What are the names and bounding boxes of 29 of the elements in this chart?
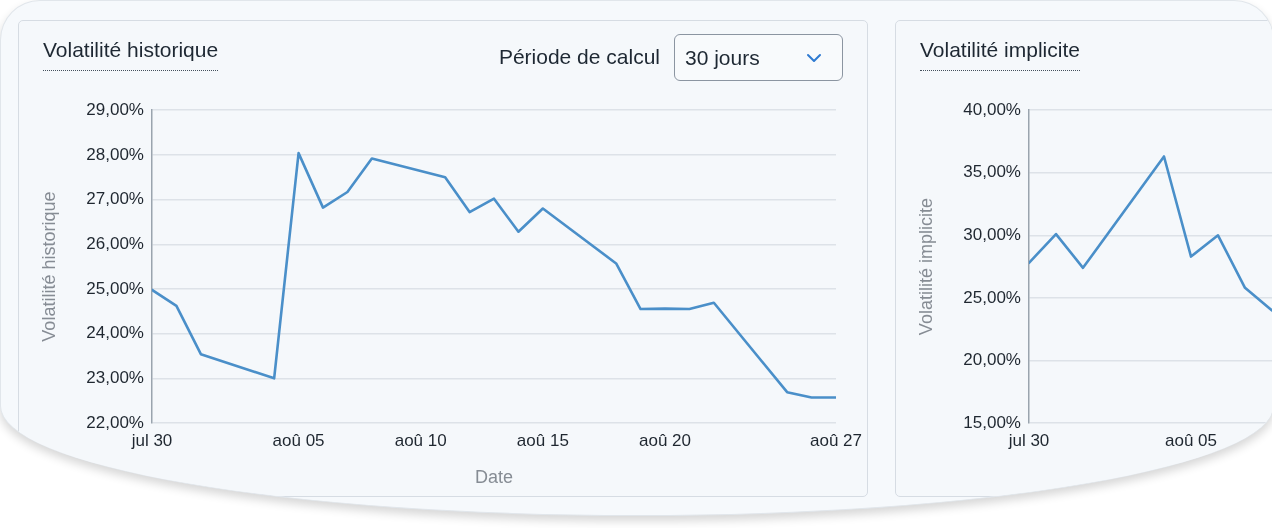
y-tick-label: 23,00% [86,368,144,387]
x-tick-label: aoû 20 [639,430,691,450]
x-tick-label: jul 30 [1007,430,1050,450]
chart-title: Volatilité implicite [920,38,1080,71]
chart-title: Volatilité historique [43,38,219,71]
x-tick-label: jul 30 [130,430,173,450]
dropdown-field: 30 jours [674,34,843,81]
y-tick-label: 40,00% [963,99,1021,119]
y-axis-title: Volatilité implicite [915,198,936,336]
y-tick-label: 28,00% [86,144,144,164]
x-tick-label: aoû 05 [1165,430,1217,450]
y-axis-title: Volatilité historique [38,191,59,342]
x-tick-label: aoû 15 [516,430,569,450]
x-tick-label: aoû 27 [810,430,862,450]
y-tick-label: 29,00% [86,99,144,119]
y-tick-label: 35,00% [963,162,1021,182]
text: Période de calcul [498,45,660,69]
y-tick-label: 15,00% [963,412,1021,432]
y-tick-label: 27,00% [86,189,144,209]
y-tick-label: 26,00% [86,233,144,253]
y-tick-label: 24,00% [86,323,144,343]
x-tick-label: aoû 05 [272,430,325,450]
y-tick-label: 20,00% [963,350,1021,370]
y-tick-label: 25,00% [86,278,144,298]
x-tick-label: aoû 10 [394,430,447,450]
y-tick-label: 25,00% [963,287,1021,307]
y-tick-label: 22,00% [86,412,144,432]
x-axis-title: Date [474,467,514,488]
y-tick-label: 30,00% [963,225,1021,245]
